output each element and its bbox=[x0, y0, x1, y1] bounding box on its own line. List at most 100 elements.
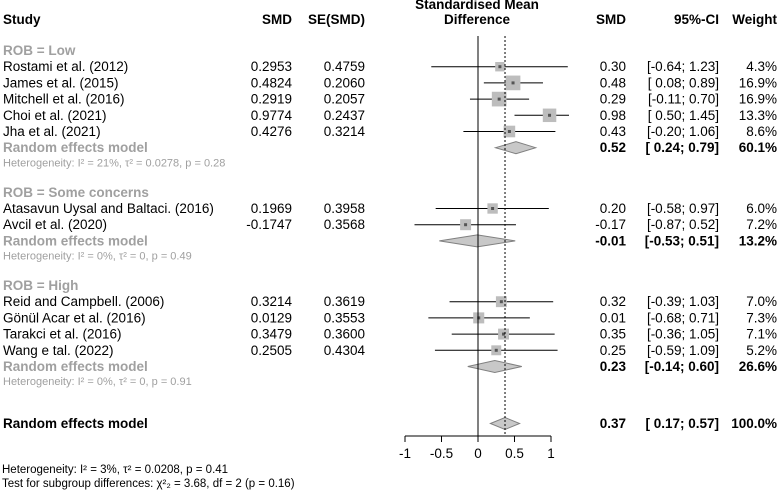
subgroup-model-label: Random effects model bbox=[3, 233, 148, 248]
subgroup-heterogeneity: Heterogeneity: I² = 21%, τ² = 0.0278, p … bbox=[3, 157, 225, 169]
study-se: 0.3600 bbox=[324, 327, 365, 342]
subgroup-model-estimate: 0.23 bbox=[600, 359, 627, 374]
study-weight: 7.1% bbox=[746, 327, 777, 342]
subgroup-model-weight: 60.1% bbox=[739, 140, 777, 155]
study-smd: 0.2953 bbox=[251, 59, 292, 74]
subgroup-heterogeneity: Heterogeneity: I² = 0%, τ² = 0, p = 0.91 bbox=[3, 376, 192, 388]
study-ci: [ 0.50; 1.45] bbox=[648, 108, 719, 123]
point-estimate bbox=[498, 65, 502, 69]
overall-model-label: Random effects model bbox=[3, 416, 148, 431]
study-name: James et al. (2015) bbox=[3, 75, 119, 90]
study-ci: [-0.59; 1.09] bbox=[647, 343, 719, 358]
study-smd: 0.4276 bbox=[251, 124, 292, 139]
study-smd: -0.1747 bbox=[246, 217, 292, 232]
study-ci: [ 0.08; 0.89] bbox=[648, 75, 719, 90]
study-weight: 16.9% bbox=[739, 75, 777, 90]
study-smd: 0.0129 bbox=[251, 310, 292, 325]
study-estimate: 0.01 bbox=[600, 310, 626, 325]
study-smd: 0.3479 bbox=[251, 327, 292, 342]
study-name: Atasavun Uysal and Baltaci. (2016) bbox=[3, 201, 214, 216]
header-ci: 95%-CI bbox=[674, 12, 719, 27]
study-weight: 6.0% bbox=[746, 201, 777, 216]
subgroup-model-estimate: -0.01 bbox=[595, 233, 626, 248]
header-weight: Weight bbox=[732, 12, 777, 27]
study-ci: [-0.11; 0.70] bbox=[648, 92, 719, 107]
point-estimate bbox=[477, 316, 481, 320]
point-estimate bbox=[491, 207, 495, 210]
subgroup-model-label: Random effects model bbox=[3, 140, 148, 155]
study-weight: 8.6% bbox=[746, 124, 777, 139]
footer-heterogeneity: Heterogeneity: I² = 3%, τ² = 0.0208, p =… bbox=[2, 464, 229, 476]
study-name: Avcil et al. (2020) bbox=[3, 217, 107, 232]
subgroup-model-ci: [-0.14; 0.60] bbox=[645, 359, 719, 374]
study-smd: 0.2919 bbox=[251, 92, 292, 107]
study-name: Choi et al. (2021) bbox=[3, 108, 107, 123]
study-ci: [-0.87; 0.52] bbox=[647, 217, 719, 232]
subgroup-model-weight: 13.2% bbox=[739, 233, 777, 248]
study-smd: 0.4824 bbox=[251, 75, 293, 90]
study-se: 0.3619 bbox=[324, 294, 365, 309]
study-name: Wang e tal. (2022) bbox=[3, 343, 114, 358]
study-se: 0.2057 bbox=[324, 92, 365, 107]
plot-title-line1: Standardised Mean bbox=[415, 0, 539, 12]
subgroup-label: ROB = Some concerns bbox=[3, 185, 149, 200]
overall-diamond bbox=[489, 416, 521, 431]
study-estimate: -0.17 bbox=[595, 217, 626, 232]
point-estimate bbox=[497, 97, 501, 101]
overall-ci: [ 0.17; 0.57] bbox=[645, 416, 719, 431]
point-estimate bbox=[511, 81, 515, 85]
study-ci: [-0.58; 0.97] bbox=[647, 201, 719, 216]
study-name: Jha et al. (2021) bbox=[3, 124, 101, 139]
overall-weight: 100.0% bbox=[731, 416, 777, 431]
subgroup-diamond bbox=[439, 234, 516, 248]
study-weight: 7.3% bbox=[746, 310, 777, 325]
subgroup-diamond bbox=[493, 141, 538, 155]
study-ci: [-0.20; 1.06] bbox=[647, 124, 719, 139]
header-se: SE(SMD) bbox=[308, 12, 365, 27]
subgroup-model-ci: [-0.53; 0.51] bbox=[645, 233, 719, 248]
study-name: Reid and Campbell. (2006) bbox=[3, 294, 164, 309]
footer-subgroup-test: Test for subgroup differences: χ²₂ = 3.6… bbox=[2, 478, 295, 490]
study-name: Mitchell et al. (2016) bbox=[3, 92, 125, 107]
study-se: 0.3568 bbox=[324, 217, 365, 232]
study-weight: 5.2% bbox=[746, 343, 777, 358]
study-estimate: 0.20 bbox=[600, 201, 626, 216]
subgroup-model-weight: 26.6% bbox=[739, 359, 777, 374]
study-weight: 4.3% bbox=[746, 59, 777, 74]
subgroup-diamond bbox=[467, 359, 522, 374]
point-estimate bbox=[548, 113, 552, 117]
study-se: 0.3214 bbox=[324, 124, 366, 139]
study-smd: 0.3214 bbox=[251, 294, 293, 309]
study-weight: 7.2% bbox=[746, 217, 777, 232]
study-name: Tarakci et al. (2016) bbox=[3, 327, 122, 342]
study-weight: 16.9% bbox=[739, 92, 777, 107]
point-estimate bbox=[499, 300, 503, 304]
axis-tick-label: 1 bbox=[547, 446, 555, 461]
subgroup-heterogeneity: Heterogeneity: I² = 0%, τ² = 0, p = 0.49 bbox=[3, 251, 192, 263]
point-estimate bbox=[507, 130, 511, 133]
study-smd: 0.9774 bbox=[251, 108, 293, 123]
plot-title-line2: Difference bbox=[444, 12, 511, 27]
study-weight: 13.3% bbox=[739, 108, 777, 123]
study-weight: 7.0% bbox=[746, 294, 777, 309]
study-estimate: 0.98 bbox=[600, 108, 626, 123]
study-estimate: 0.48 bbox=[600, 75, 626, 90]
subgroup-label: ROB = High bbox=[3, 278, 78, 293]
study-name: Gönül Acar et al. (2016) bbox=[3, 310, 146, 325]
study-smd: 0.2505 bbox=[251, 343, 292, 358]
study-estimate: 0.32 bbox=[600, 294, 626, 309]
axis-tick-label: -0.5 bbox=[430, 446, 453, 461]
study-se: 0.4304 bbox=[324, 343, 366, 358]
study-estimate: 0.25 bbox=[600, 343, 626, 358]
study-se: 0.2060 bbox=[324, 75, 365, 90]
study-se: 0.2437 bbox=[324, 108, 365, 123]
subgroup-model-estimate: 0.52 bbox=[600, 140, 626, 155]
header-smd: SMD bbox=[262, 12, 292, 27]
point-estimate bbox=[494, 348, 498, 352]
study-estimate: 0.35 bbox=[600, 327, 626, 342]
study-ci: [-0.64; 1.23] bbox=[647, 59, 719, 74]
x-axis: -1 -0.5 0 0.5 1 bbox=[399, 435, 555, 461]
study-ci: [-0.68; 0.71] bbox=[647, 310, 719, 325]
